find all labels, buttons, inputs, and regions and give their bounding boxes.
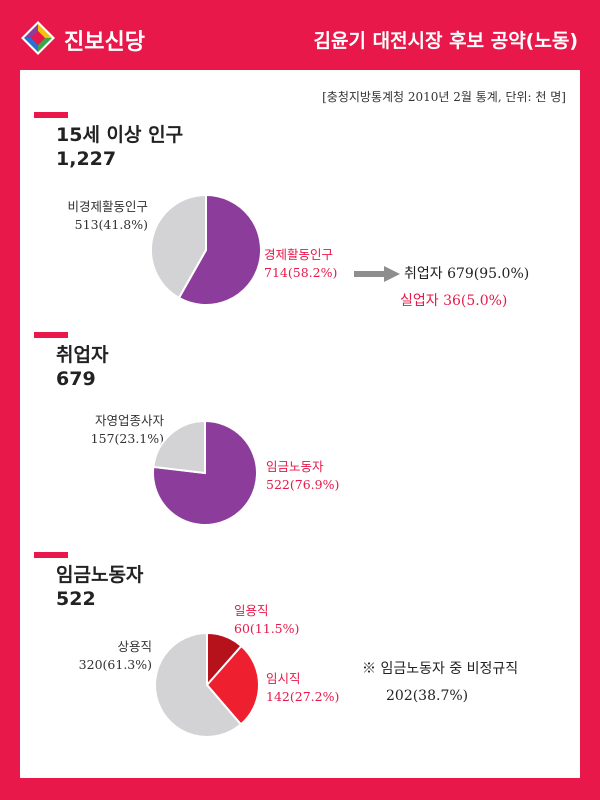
section-total-population: 1,227 xyxy=(56,148,117,170)
source-note: [충청지방통계청 2010년 2월 통계, 단위: 천 명] xyxy=(322,90,566,104)
pie-slice-2 xyxy=(154,632,243,738)
slice-name: 비경제활동인구 xyxy=(67,199,148,214)
pie-chart-employed xyxy=(152,420,258,526)
slice-name: 일용직 xyxy=(234,603,269,618)
slice-label-temporary: 임시직 142(27.2%) xyxy=(266,670,339,706)
arrow-right-icon xyxy=(354,266,400,282)
pie-slice-1 xyxy=(150,194,207,300)
pie-slice-1 xyxy=(205,644,260,726)
header: 진보신당 김윤기 대전시장 후보 공약(노동) xyxy=(0,0,600,78)
slice-value: 60(11.5%) xyxy=(234,621,300,637)
slice-label-inactive: 비경제활동인구 513(41.8%) xyxy=(67,198,148,234)
section-accent-bar xyxy=(34,332,68,338)
pie-slice-0 xyxy=(177,194,262,306)
section-total-wage-workers: 522 xyxy=(56,588,96,610)
section-title-population: 15세 이상 인구 xyxy=(56,124,184,146)
section-title-employed: 취업자 xyxy=(56,344,109,366)
section-title-wage-workers: 임금노동자 xyxy=(56,564,144,586)
slice-value: 714(58.2%) xyxy=(264,265,338,281)
section-accent-bar xyxy=(34,552,68,558)
content-panel: [충청지방통계청 2010년 2월 통계, 단위: 천 명] 15세 이상 인구… xyxy=(20,70,580,778)
slice-label-active: 경제활동인구 714(58.2%) xyxy=(264,246,337,282)
pie-chart-population xyxy=(150,194,262,306)
pie-slice-0 xyxy=(152,420,258,526)
pie-chart-wage-workers xyxy=(154,632,260,738)
note-title: ※ 임금노동자 중 비정규직 xyxy=(362,661,519,677)
slice-name: 경제활동인구 xyxy=(264,247,334,262)
slice-value: 320(61.3%) xyxy=(78,657,152,673)
slice-name: 임시직 xyxy=(266,671,301,686)
party-logo-icon xyxy=(21,21,55,55)
slice-label-wage-workers: 임금노동자 522(76.9%) xyxy=(266,458,339,494)
section-total-employed: 679 xyxy=(56,368,96,390)
slice-value: 157(23.1%) xyxy=(90,431,164,447)
slice-label-daily: 일용직 60(11.5%) xyxy=(234,602,299,638)
employed-breakdown: 취업자 679(95.0%) xyxy=(404,266,530,282)
slice-value: 142(27.2%) xyxy=(266,689,340,705)
note-value: 202(38.7%) xyxy=(386,687,469,704)
slice-name: 임금노동자 xyxy=(266,459,324,474)
irregular-workers-note: ※ 임금노동자 중 비정규직 202(38.7%) xyxy=(362,656,518,709)
slice-name: 자영업종사자 xyxy=(94,413,164,428)
slice-label-regular: 상용직 320(61.3%) xyxy=(79,638,152,674)
pie-slice-1 xyxy=(152,420,206,475)
slice-name: 상용직 xyxy=(117,639,152,654)
slice-value: 513(41.8%) xyxy=(74,217,148,233)
slice-value: 522(76.9%) xyxy=(266,477,340,493)
brand-name: 진보신당 xyxy=(64,30,145,55)
section-accent-bar xyxy=(34,112,68,118)
page-title: 김윤기 대전시장 후보 공약(노동) xyxy=(313,30,578,52)
slice-label-self-employed: 자영업종사자 157(23.1%) xyxy=(91,412,164,448)
unemployed-breakdown: 실업자 36(5.0%) xyxy=(400,293,508,309)
